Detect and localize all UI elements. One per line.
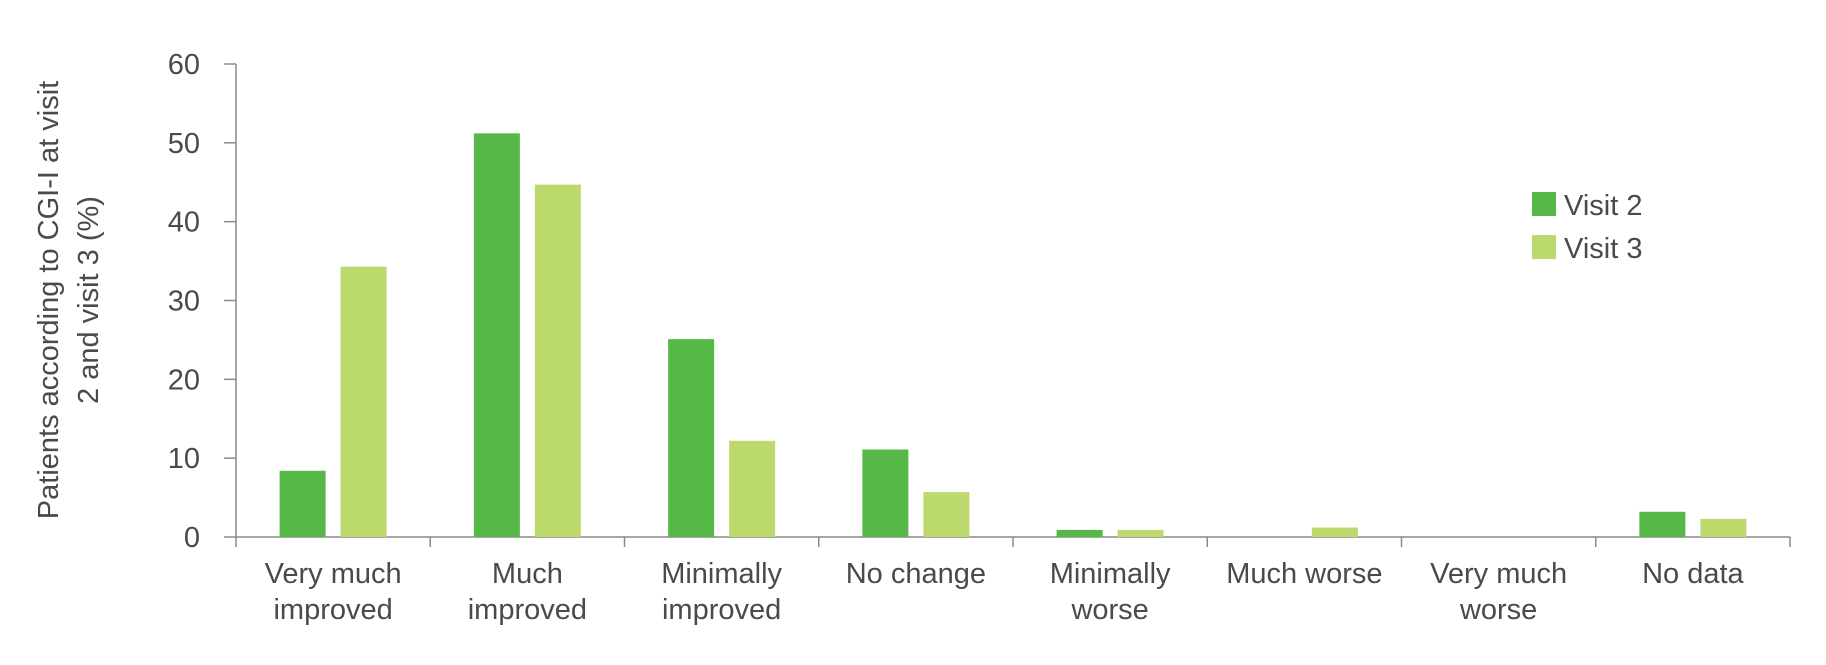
y-tick-label: 10 [168, 443, 200, 475]
x-category-label-line: Much [492, 558, 563, 590]
x-axis [235, 536, 1791, 547]
bar-visit-2 [1056, 529, 1103, 537]
x-category-label-line: improved [273, 594, 392, 626]
x-category-label-line: Very much [265, 558, 402, 590]
bar-visit-2 [279, 470, 326, 537]
x-category-label-line: Minimally [1050, 558, 1171, 590]
bar-visit-2 [668, 339, 715, 537]
legend: Visit 2 Visit 3 [1532, 190, 1642, 265]
x-category-label: Much improved [468, 558, 587, 626]
x-category-label-line: No change [846, 558, 986, 590]
y-axis-label-group: Patients according to CGI-I at visit 2 an… [33, 81, 105, 519]
y-tick-label: 30 [168, 286, 200, 318]
bars-group [279, 133, 1747, 538]
category-labels: Very much improved Much improved Minimally im… [265, 558, 1745, 626]
x-category-label: Very much improved [265, 558, 402, 626]
legend-swatch [1532, 192, 1556, 216]
x-category-label-line: worse [1459, 594, 1537, 626]
legend-label: Visit 3 [1564, 233, 1642, 265]
bar-visit-2 [1639, 511, 1686, 537]
y-axis-label: Patients according to CGI-I at visit 2 an… [33, 81, 105, 519]
bar-visit-3 [1311, 527, 1358, 537]
y-tick-label: 40 [168, 207, 200, 239]
x-category-label-line: Very much [1430, 558, 1567, 590]
bar-visit-3 [534, 184, 581, 538]
bar-visit-3 [729, 440, 776, 537]
bar-visit-2 [862, 449, 909, 537]
bar-visit-3 [923, 492, 970, 537]
x-category-label: Very much worse [1430, 558, 1567, 626]
x-category-label-line: No data [1642, 558, 1744, 590]
y-axis-label-line: 2 and visit 3 (%) [73, 196, 105, 404]
bar-visit-2 [473, 133, 520, 537]
x-category-label-line: improved [468, 594, 587, 626]
x-category-label: Much worse [1226, 558, 1382, 590]
y-tick-label: 20 [168, 364, 200, 396]
x-category-label: No data [1642, 558, 1744, 590]
y-tick-label: 50 [168, 128, 200, 160]
bar-visit-3 [340, 266, 387, 537]
x-category-label-line: worse [1070, 594, 1148, 626]
x-category-label-line: Much worse [1226, 558, 1382, 590]
y-tick-label: 60 [168, 49, 200, 81]
y-axis-label-line: Patients according to CGI-I at visit [33, 81, 65, 519]
x-category-label: No change [846, 558, 986, 590]
legend-swatch [1532, 235, 1556, 259]
x-category-label: Minimally improved [661, 558, 782, 626]
x-category-label: Minimally worse [1050, 558, 1171, 626]
x-category-label-line: Minimally [661, 558, 782, 590]
x-category-label-line: improved [662, 594, 781, 626]
y-tick-label: 0 [184, 522, 200, 554]
bar-visit-3 [1117, 529, 1164, 537]
legend-label: Visit 2 [1564, 190, 1642, 222]
y-axis: 0 10 20 30 40 50 60 [168, 49, 237, 554]
bar-visit-3 [1700, 518, 1747, 537]
